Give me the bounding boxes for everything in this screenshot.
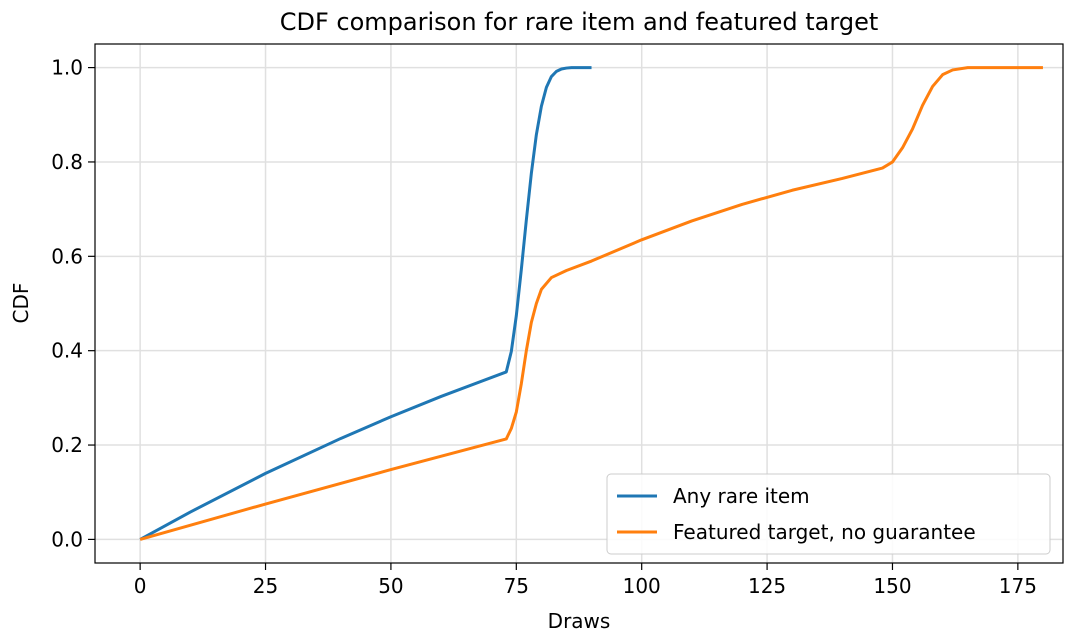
x-tick-label: 125 xyxy=(748,574,786,598)
data-line xyxy=(139,66,592,541)
y-tick-label: 0.0 xyxy=(51,527,83,551)
x-tick-label: 50 xyxy=(378,574,403,598)
data-line xyxy=(139,66,1043,541)
x-tick-label: 0 xyxy=(134,574,147,598)
plot-frame xyxy=(94,43,1064,564)
x-tick-label: 150 xyxy=(873,574,911,598)
x-tick-label: 25 xyxy=(253,574,278,598)
chart-title: CDF comparison for rare item and feature… xyxy=(280,8,879,36)
x-tick-label: 175 xyxy=(999,574,1037,598)
y-tick-label: 0.8 xyxy=(51,150,83,174)
legend-label: Any rare item xyxy=(673,484,810,508)
y-tick-label: 0.2 xyxy=(51,433,83,457)
y-axis-label: CDF xyxy=(9,283,33,324)
y-tick-label: 0.4 xyxy=(51,339,83,363)
legend-box xyxy=(606,473,1051,555)
x-tick-label: 75 xyxy=(504,574,529,598)
x-axis-label: Draws xyxy=(548,609,611,633)
y-tick-label: 1.0 xyxy=(51,56,83,80)
y-tick-label: 0.6 xyxy=(51,244,83,268)
legend-label: Featured target, no guarantee xyxy=(673,520,976,544)
x-tick-label: 100 xyxy=(623,574,661,598)
